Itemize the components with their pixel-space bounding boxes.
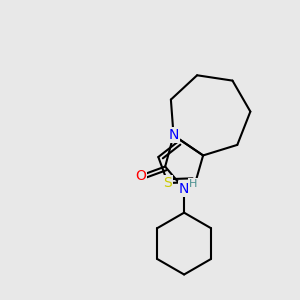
Text: O: O bbox=[135, 169, 146, 183]
Text: S: S bbox=[164, 176, 172, 190]
Text: N: N bbox=[168, 128, 179, 142]
Text: H: H bbox=[189, 179, 198, 189]
Text: N: N bbox=[179, 182, 189, 196]
